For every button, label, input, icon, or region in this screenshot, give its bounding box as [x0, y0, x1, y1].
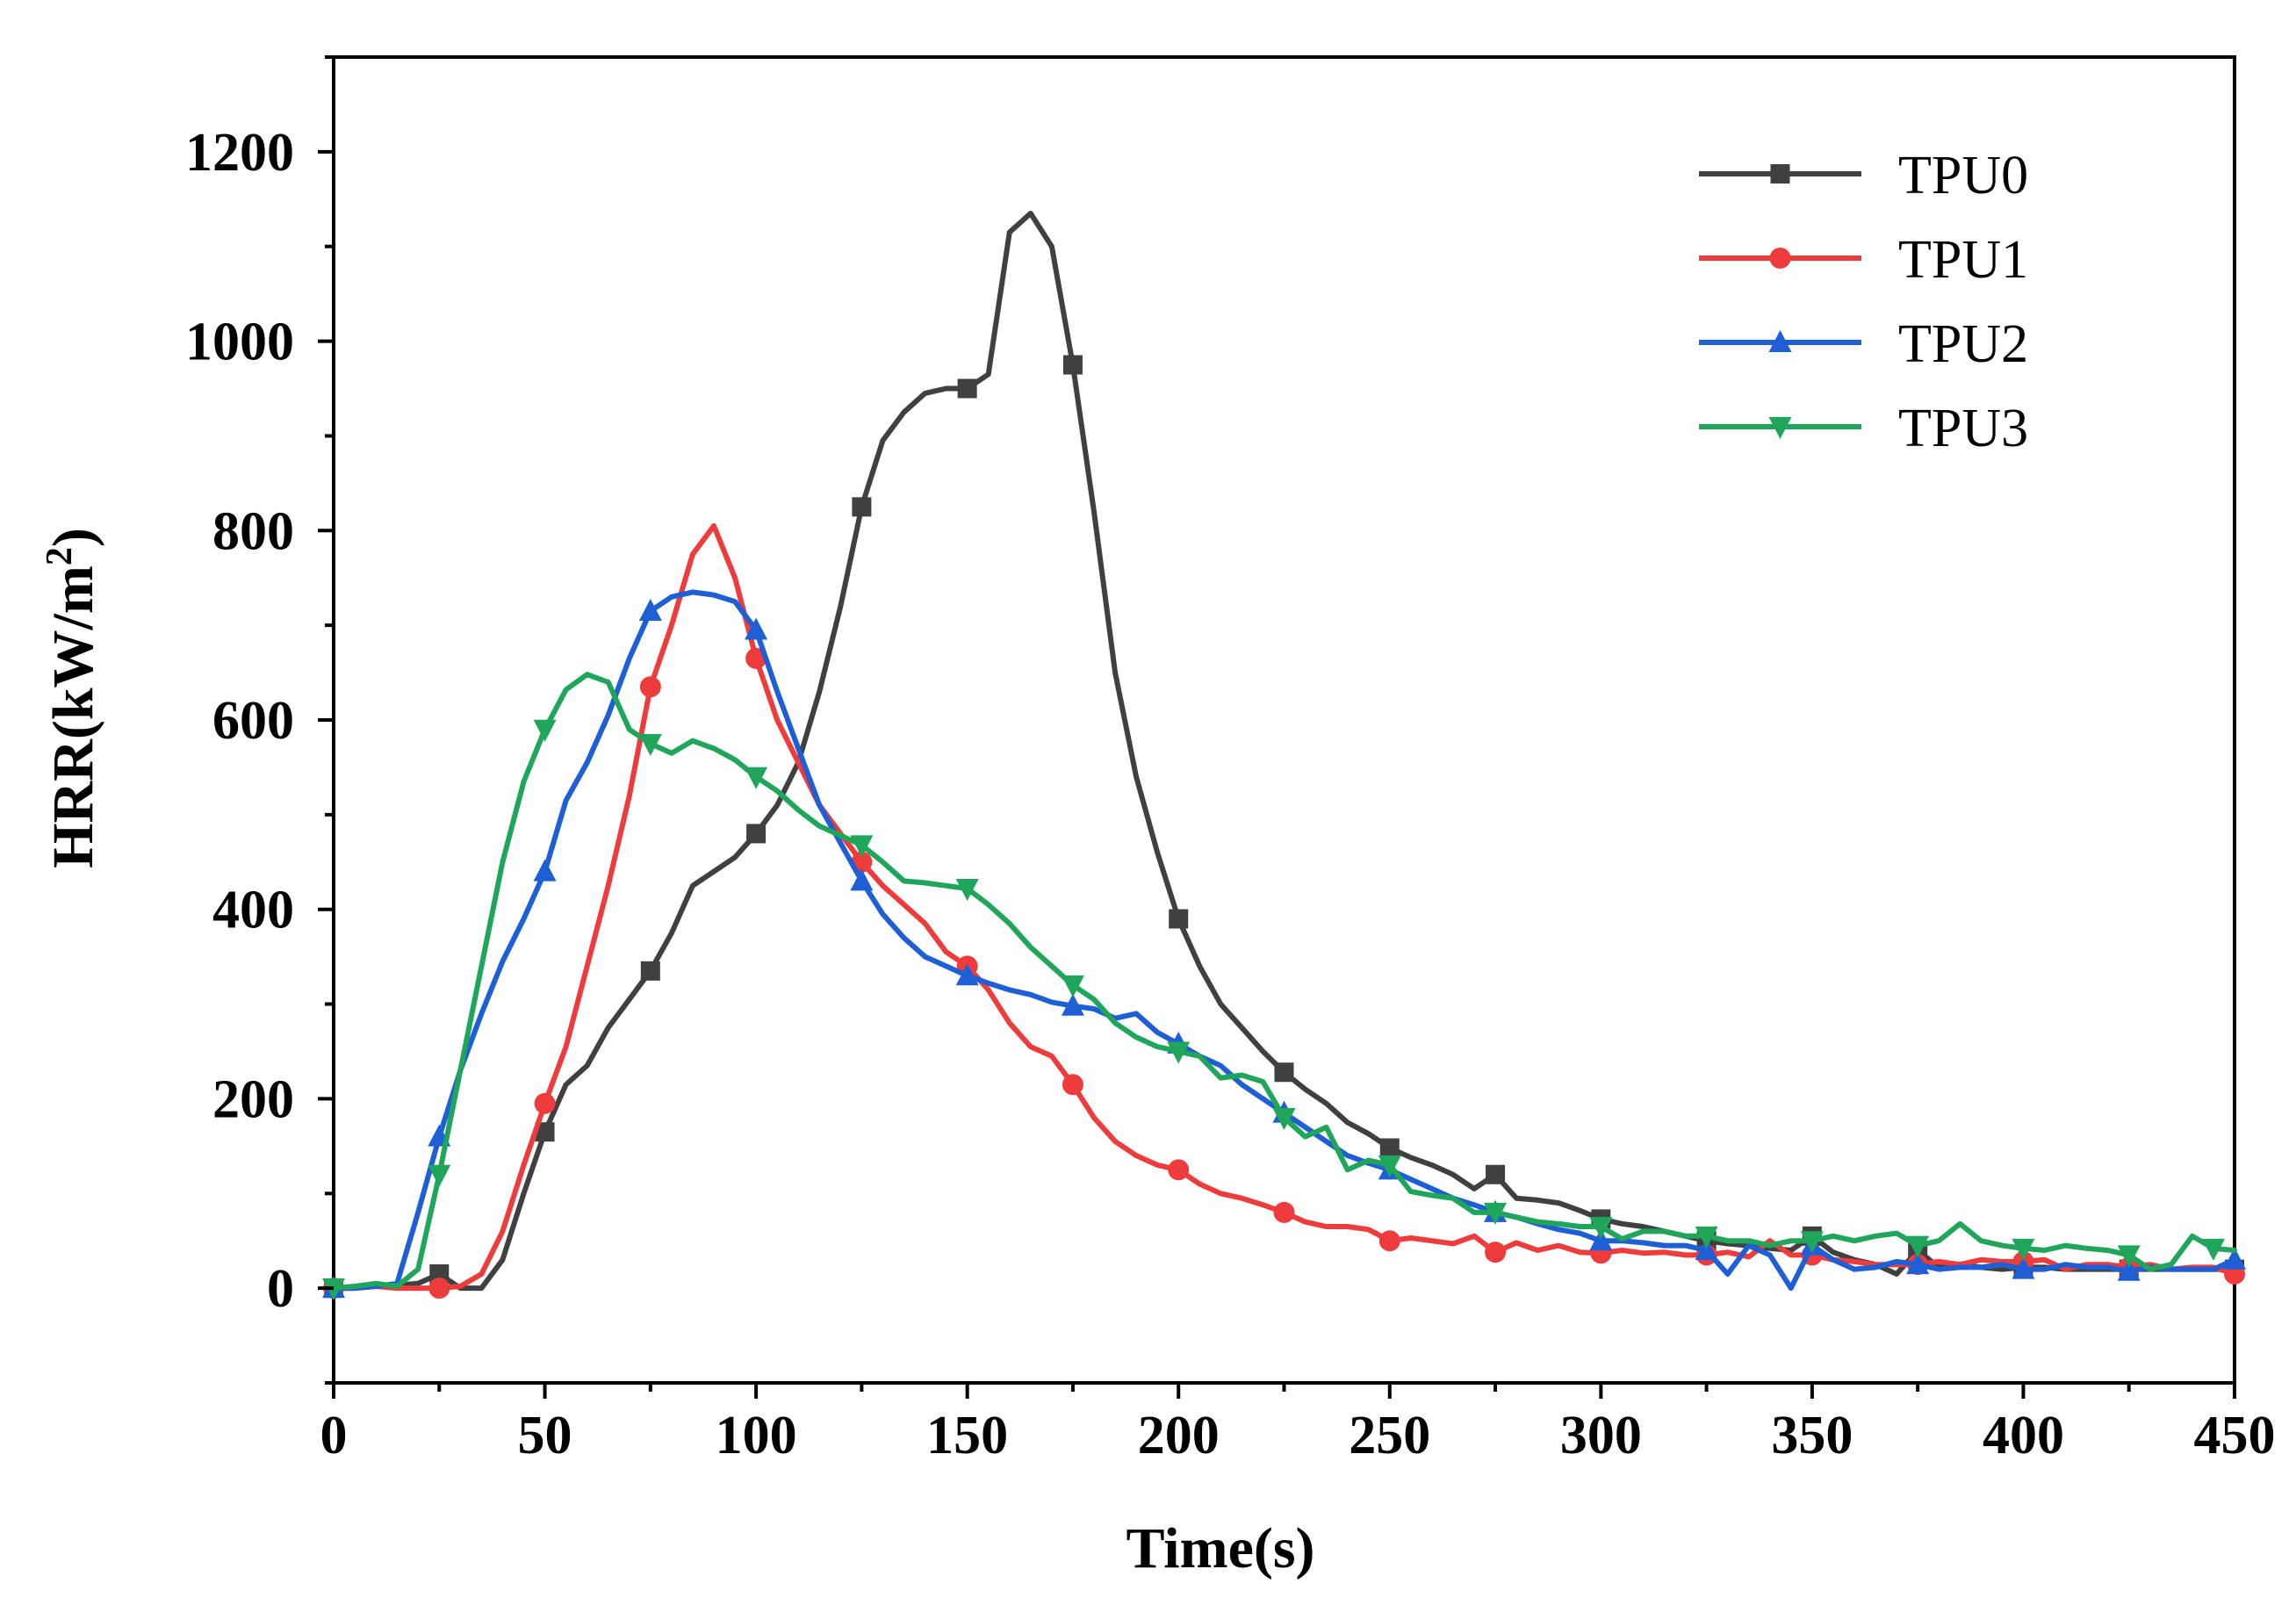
data-point-tpu3	[955, 878, 979, 901]
data-point-tpu3	[428, 1164, 451, 1187]
y-axis-title-close: )	[41, 528, 105, 547]
data-point-tpu0	[1379, 1138, 1400, 1158]
y-tick-label: 400	[212, 881, 294, 940]
data-point-tpu3	[1484, 1202, 1508, 1225]
data-point-tpu2	[2223, 1247, 2246, 1270]
data-point-tpu3	[1061, 975, 1084, 997]
legend-label-tpu2: TPU2	[1898, 314, 2028, 374]
x-tick-label: 300	[1560, 1406, 1642, 1465]
data-point-tpu3	[1167, 1041, 1191, 1064]
y-axis-title-main: HRR(kW/m	[41, 565, 105, 868]
y-tick-label: 1200	[185, 123, 294, 183]
data-point-tpu3	[533, 719, 557, 742]
y-tick-label: 1000	[185, 313, 294, 372]
legend-label-tpu1: TPU1	[1898, 230, 2028, 290]
y-tick-label: 600	[212, 691, 294, 751]
series-layer	[322, 211, 2246, 1301]
data-point-tpu2	[1906, 1252, 1930, 1275]
x-axis-title: Time(s)	[1126, 1516, 1314, 1580]
legend-label-tpu3: TPU3	[1898, 399, 2028, 458]
legend-marker-tpu3	[1768, 417, 1792, 439]
y-tick-label: 200	[212, 1069, 294, 1129]
y-axis-title: HRR(kW/m2)	[40, 528, 105, 868]
series-tpu3	[322, 672, 2237, 1301]
x-tick-label: 50	[518, 1406, 572, 1465]
legend-label-tpu0: TPU0	[1898, 146, 2028, 205]
data-point-tpu2	[955, 963, 979, 986]
data-point-tpu2	[1695, 1238, 1718, 1260]
data-point-tpu2	[2012, 1256, 2035, 1279]
data-point-tpu0	[1486, 1164, 1506, 1184]
data-point-tpu2	[638, 598, 662, 621]
series-tpu2	[322, 589, 2246, 1299]
data-point-tpu0	[1274, 1062, 1294, 1083]
data-point-tpu2	[1061, 993, 1084, 1016]
data-point-tpu0	[1169, 909, 1189, 929]
axes-layer: 0 50 100 150 200 250 300 350 400 450 0 200 400 600 800…	[185, 55, 2276, 1465]
data-point-tpu1	[534, 1092, 556, 1114]
data-point-tpu3	[850, 835, 874, 858]
data-point-tpu3	[2117, 1245, 2141, 1268]
data-point-tpu3	[1378, 1155, 1401, 1177]
data-point-tpu0	[746, 824, 767, 844]
data-point-tpu2	[1589, 1228, 1613, 1251]
y-tick-label: 800	[212, 501, 294, 561]
data-point-tpu2	[2117, 1258, 2141, 1281]
legend-marker-tpu0	[1770, 164, 1790, 184]
data-point-tpu2	[745, 617, 768, 640]
data-point-tpu3	[1589, 1217, 1613, 1240]
x-tick-label: 350	[1771, 1406, 1853, 1465]
series-tpu0	[324, 211, 2244, 1299]
legend-marker-tpu1	[1769, 248, 1791, 269]
data-point-tpu1	[1378, 1230, 1400, 1252]
data-point-tpu1	[1273, 1201, 1295, 1223]
legend-item-tpu0: TPU0	[1699, 146, 2028, 205]
x-tick-label: 250	[1349, 1406, 1430, 1465]
legend: TPU0 TPU1 TPU2 TPU3	[1699, 146, 2028, 458]
x-tick-label: 200	[1138, 1406, 1220, 1465]
x-tick-label: 150	[926, 1406, 1008, 1465]
data-point-tpu3	[2201, 1238, 2225, 1261]
data-point-tpu0	[429, 1263, 450, 1284]
data-point-tpu3	[1906, 1235, 1930, 1258]
data-point-tpu0	[640, 961, 660, 981]
data-point-tpu1	[428, 1278, 450, 1299]
x-tick-label: 100	[716, 1406, 797, 1465]
data-point-tpu0	[535, 1122, 555, 1142]
data-point-tpu0	[1062, 355, 1083, 375]
series-line-tpu3	[331, 672, 2237, 1292]
data-point-tpu3	[745, 767, 768, 789]
data-point-tpu1	[1168, 1159, 1190, 1181]
data-point-tpu2	[533, 859, 557, 882]
legend-item-tpu2: TPU2	[1699, 314, 2028, 374]
series-line-tpu1	[331, 522, 2237, 1292]
x-tick-label: 450	[2194, 1406, 2276, 1465]
legend-item-tpu3: TPU3	[1699, 399, 2028, 458]
data-point-tpu3	[1800, 1231, 1824, 1254]
data-point-tpu3	[1272, 1108, 1296, 1130]
data-point-tpu2	[850, 868, 874, 891]
legend-item-tpu1: TPU1	[1699, 230, 2028, 290]
x-tick-label: 400	[1983, 1406, 2064, 1465]
legend-marker-tpu2	[1768, 330, 1792, 352]
data-point-tpu0	[957, 378, 977, 399]
data-point-tpu3	[1695, 1226, 1718, 1249]
data-point-tpu3	[2012, 1238, 2035, 1261]
data-point-tpu1	[639, 676, 661, 698]
series-line-tpu2	[331, 589, 2237, 1292]
series-tpu1	[323, 522, 2245, 1299]
data-point-tpu3	[638, 733, 662, 756]
y-axis-title-superscript: 2	[40, 547, 80, 565]
data-point-tpu1	[1062, 1074, 1083, 1096]
data-point-tpu0	[852, 497, 872, 517]
y-tick-label: 0	[267, 1259, 294, 1319]
x-tick-label: 0	[320, 1406, 348, 1465]
data-point-tpu1	[1485, 1242, 1507, 1263]
